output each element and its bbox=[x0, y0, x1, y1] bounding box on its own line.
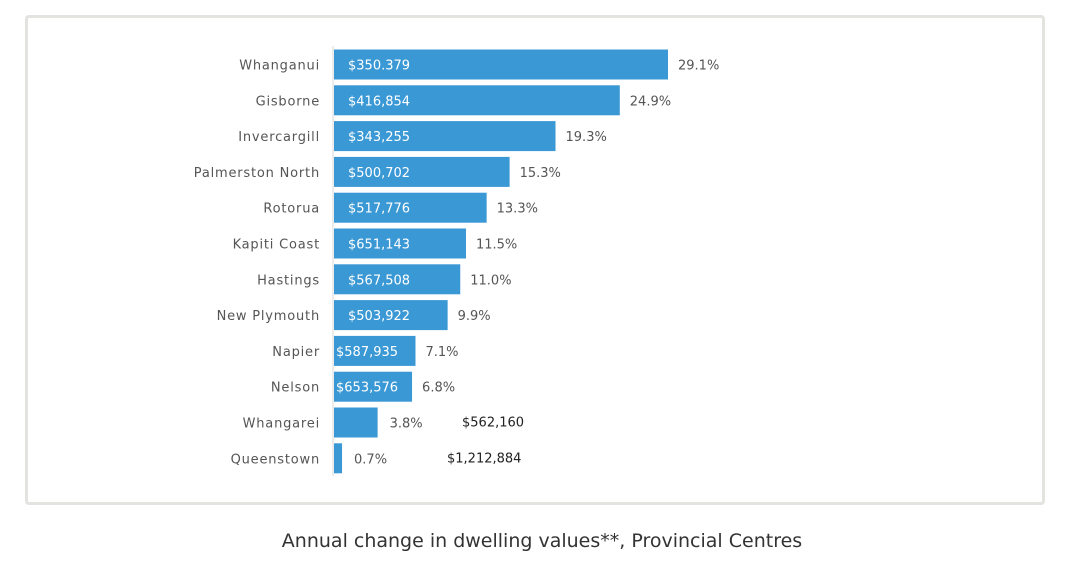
category-label: Napier bbox=[272, 345, 320, 360]
bar bbox=[334, 156, 510, 187]
bar bbox=[334, 264, 461, 295]
percent-label: 3.8% bbox=[390, 417, 423, 432]
category-label: Gisborne bbox=[256, 94, 320, 109]
bar bbox=[334, 121, 556, 152]
category-label: Nelson bbox=[271, 381, 320, 396]
category-label: Queenstown bbox=[231, 452, 320, 467]
percent-label: 7.1% bbox=[425, 345, 458, 360]
bar-value-label: $416,854 bbox=[348, 94, 410, 109]
bar-value-label: $517,776 bbox=[348, 202, 410, 217]
bar-chart: Whanganui $350.379 29.1% Gisborne $416,854 24… bbox=[194, 46, 719, 476]
category-label: Invercargill bbox=[238, 130, 320, 145]
bar-value-label: $350.379 bbox=[348, 59, 410, 74]
bar-value-label: $567,508 bbox=[348, 273, 410, 288]
bar-value-label: $562,160 bbox=[462, 416, 524, 431]
category-label: Palmerston North bbox=[194, 166, 320, 181]
bar bbox=[334, 49, 668, 80]
percent-label: 0.7% bbox=[354, 452, 387, 467]
bar-value-label: $500,702 bbox=[348, 166, 410, 181]
bar-value-label: $343,255 bbox=[348, 130, 410, 145]
bar-value-label: $1,212,884 bbox=[447, 451, 521, 466]
percent-label: 15.3% bbox=[520, 166, 561, 181]
percent-label: 13.3% bbox=[497, 202, 538, 217]
bar bbox=[334, 335, 416, 366]
bar bbox=[334, 300, 448, 331]
bar bbox=[334, 192, 487, 223]
bar bbox=[334, 371, 413, 402]
bar-value-label: $653,576 bbox=[336, 381, 398, 396]
percent-label: 24.9% bbox=[630, 94, 671, 109]
bar bbox=[334, 443, 343, 474]
category-label: Whangarei bbox=[243, 417, 320, 432]
bar bbox=[334, 85, 620, 116]
category-label: Hastings bbox=[257, 273, 320, 288]
percent-label: 29.1% bbox=[678, 59, 719, 74]
percent-label: 11.5% bbox=[476, 238, 517, 253]
percent-label: 6.8% bbox=[422, 381, 455, 396]
category-label: Rotorua bbox=[263, 202, 320, 217]
percent-label: 19.3% bbox=[566, 130, 607, 145]
category-label: New Plymouth bbox=[217, 309, 320, 324]
bar bbox=[334, 407, 378, 438]
percent-label: 9.9% bbox=[458, 309, 491, 324]
chart-caption: Annual change in dwelling values**, Prov… bbox=[281, 530, 803, 552]
bars-group: Whanganui $350.379 29.1% Gisborne $416,854 24… bbox=[194, 49, 719, 474]
category-label: Whanganui bbox=[239, 59, 320, 74]
bar-value-label: $587,935 bbox=[336, 345, 398, 360]
bar bbox=[334, 228, 466, 259]
percent-label: 11.0% bbox=[470, 273, 511, 288]
category-label: Kapiti Coast bbox=[233, 238, 320, 253]
bar-value-label: $651,143 bbox=[348, 238, 410, 253]
bar-value-label: $503,922 bbox=[348, 309, 410, 324]
